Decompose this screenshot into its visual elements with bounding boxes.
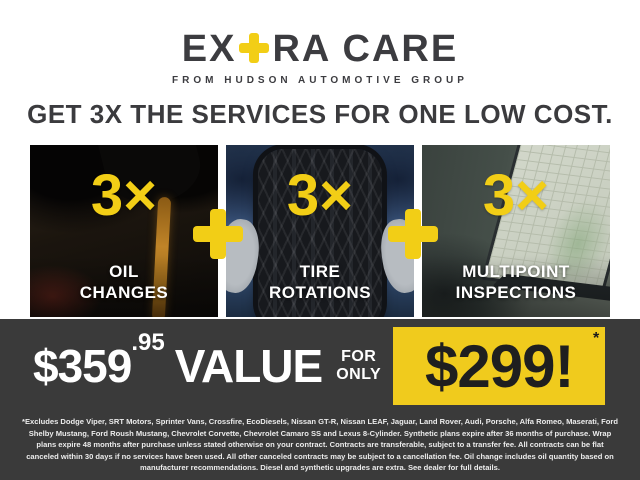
disclaimer-text: *Excludes Dodge Viper, SRT Motors, Sprin… bbox=[22, 417, 618, 472]
tire-graphic bbox=[257, 149, 383, 317]
service-label-inspection: MULTIPOINT INSPECTIONS bbox=[455, 262, 577, 302]
headline: GET 3X THE SERVICES FOR ONE LOW COST. bbox=[27, 99, 613, 129]
sale-price: $299! bbox=[424, 332, 574, 400]
plus-icon bbox=[239, 33, 270, 63]
service-panel-multipoint-inspections: 3× MULTIPOINT INSPECTIONS bbox=[422, 145, 610, 317]
sale-price-asterisk: * bbox=[592, 330, 600, 347]
service-panel-tire-rotations: 3× TIRE ROTATIONS bbox=[226, 145, 414, 317]
brand-logo: EX RA CARE FROM HUDSON AUTOMOTIVE GROUP bbox=[0, 0, 640, 86]
service-label-oil: OIL CHANGES bbox=[79, 262, 169, 302]
price-row: $359.95 VALUE FOR ONLY $299! * bbox=[33, 327, 618, 405]
services-row: 3× OIL CHANGES 3× TIRE ROTATIONS 3× MULT… bbox=[30, 145, 610, 317]
logo-wordmark: EX RA CARE bbox=[0, 30, 640, 68]
multiplier-tire: 3× bbox=[286, 163, 354, 228]
value-label: VALUE bbox=[174, 340, 323, 392]
plus-icon bbox=[193, 209, 243, 259]
sale-price-box: $299! * bbox=[393, 327, 606, 405]
multiplier-oil: 3× bbox=[90, 163, 158, 228]
value-price-cents: .95 bbox=[131, 328, 165, 356]
brand-tagline: FROM HUDSON AUTOMOTIVE GROUP bbox=[172, 75, 468, 86]
logo-text-ra-care: RA CARE bbox=[272, 28, 459, 70]
for-only-label: FOR ONLY bbox=[336, 348, 382, 383]
service-label-tire: TIRE ROTATIONS bbox=[268, 262, 372, 302]
plus-icon bbox=[388, 209, 438, 259]
price-bar: $359.95 VALUE FOR ONLY $299! * *Excludes … bbox=[0, 319, 640, 480]
service-panel-oil-changes: 3× OIL CHANGES bbox=[30, 145, 218, 317]
logo-text-ex: EX bbox=[181, 28, 237, 70]
multiplier-inspection: 3× bbox=[482, 163, 550, 228]
value-price: $359.95 VALUE bbox=[33, 328, 323, 392]
